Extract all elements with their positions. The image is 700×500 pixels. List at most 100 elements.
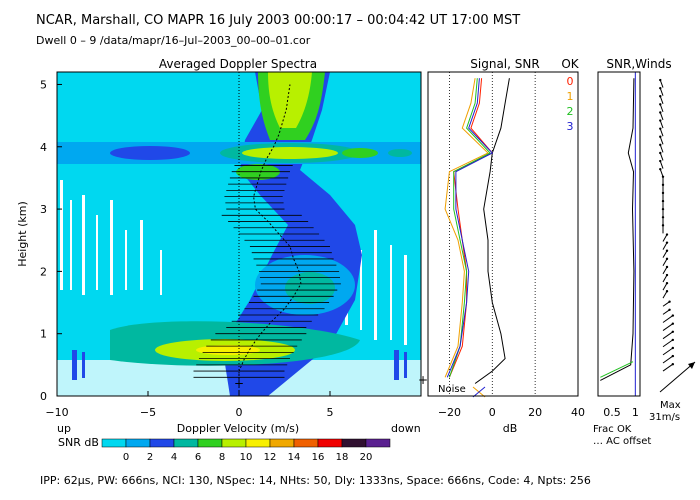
spectra-down-label: down [391, 422, 421, 435]
winds-max-label: Max [660, 400, 681, 411]
ok-title: OK [561, 57, 579, 71]
colorbar-swatch [269, 438, 295, 448]
max-wind-arrow-head [688, 362, 695, 369]
mid-layer-core [285, 272, 335, 304]
streak [160, 250, 162, 295]
y-tick-label: 4 [40, 141, 47, 154]
wind-arrow [662, 315, 674, 323]
colorbar-tick-label: 16 [312, 452, 325, 463]
wind-arrow-head [659, 143, 662, 147]
ok-labels: 0 1 2 3 [567, 75, 574, 133]
colorbar-swatch [125, 438, 151, 448]
colorbar-tick-label: 20 [360, 452, 373, 463]
winds-title: SNR,Winds [606, 57, 671, 71]
spike [404, 352, 407, 378]
wind-arrow-head [661, 216, 665, 219]
wind-arrow-head [668, 300, 671, 303]
wind-arrow [662, 266, 668, 275]
signal-tick-label: 0 [489, 406, 496, 419]
signal-series-line [448, 78, 494, 378]
wind-arrow [659, 120, 664, 129]
streak [390, 245, 392, 340]
streak [82, 195, 85, 295]
header-title: NCAR, Marshall, CO MAPR 16 July 2003 00:… [36, 13, 520, 28]
wind-arrow-head [659, 78, 662, 82]
signal-tick-label: 40 [571, 406, 585, 419]
colorbar-swatch [221, 438, 247, 448]
wind-arrow-head [665, 257, 669, 261]
wind-arrow-head [671, 338, 675, 342]
ok-label: 1 [567, 90, 574, 103]
wind-arrow-head [659, 86, 662, 90]
band-blob [388, 149, 412, 157]
y-tick-label: 1 [40, 328, 47, 341]
noise-label: Noise [438, 384, 466, 395]
y-tick-label: 2 [40, 265, 47, 278]
noise-marker [472, 386, 486, 398]
colorbar-tick-label: 2 [147, 452, 153, 463]
signal-title: Signal, SNR [470, 57, 539, 71]
wind-arrow [659, 160, 664, 169]
colorbar-swatch [197, 438, 223, 448]
colorbar-tick-label: 10 [240, 452, 253, 463]
winds-frame [597, 71, 641, 397]
wind-arrow-head [659, 127, 662, 130]
colorbar-label: SNR dB [58, 436, 99, 449]
signal-tick-label: 20 [528, 406, 542, 419]
y-tick-label: 3 [40, 203, 47, 216]
spectra-up-label: up [57, 422, 71, 435]
band-blob [110, 146, 190, 160]
colorbar: 0 2 4 6 8 10 12 14 16 18 20 [101, 438, 391, 463]
ok-label: 3 [567, 120, 574, 133]
colorbar-swatch [149, 438, 175, 448]
wind-arrow-head [661, 183, 665, 187]
colorbar-tick-label: 0 [123, 452, 129, 463]
wind-arrow-head [671, 322, 675, 325]
wind-arrow-head [665, 273, 669, 277]
x-tick-label: 5 [327, 406, 334, 419]
wind-arrow [662, 347, 674, 356]
wind-arrow [659, 96, 664, 104]
wind-arrow-head [671, 354, 675, 358]
wind-arrow-head [659, 103, 662, 106]
colorbar-swatch [341, 438, 367, 448]
wind-arrow-head [661, 191, 665, 195]
y-tick-label: 0 [40, 390, 47, 403]
wind-arrow [662, 301, 670, 307]
wind-arrow [662, 274, 668, 283]
surface-marker: + [418, 373, 428, 387]
wind-arrow-head [659, 119, 662, 122]
streak [96, 215, 98, 290]
colorbar-tick-label: 18 [336, 452, 349, 463]
streak [360, 250, 362, 330]
streak [110, 200, 113, 295]
wind-arrow [659, 87, 664, 96]
winds-xlabel-ac: … AC offset [593, 436, 651, 447]
wind-arrow [662, 331, 674, 340]
wind-arrow-head [659, 95, 662, 98]
spike [82, 352, 85, 378]
bright-band-blobs [110, 143, 412, 163]
wind-arrow-head [659, 159, 662, 163]
wind-arrow [659, 79, 664, 88]
band-blob [342, 148, 378, 158]
wind-arrow [659, 152, 664, 161]
wind-arrow-head [665, 290, 669, 293]
wind-arrow [662, 234, 668, 242]
max-wind-arrow [659, 361, 696, 393]
colorbar-swatch [101, 438, 127, 448]
ok-label: 2 [567, 105, 574, 118]
wind-arrow-head [661, 199, 665, 203]
wind-arrow-head [659, 111, 662, 114]
surface-marker: + [234, 377, 244, 391]
signal-series-line [444, 78, 489, 378]
streak [374, 230, 377, 340]
winds-tick-label: 0.5 [603, 406, 621, 419]
wind-arrow [659, 112, 664, 121]
colorbar-tick-label: 4 [171, 452, 177, 463]
wind-arrow [662, 258, 668, 267]
spectra-xlabel: Doppler Velocity (m/s) [177, 422, 299, 435]
wind-arrow-head [665, 265, 669, 269]
wind-arrow-head [659, 167, 662, 171]
top-plume-core [268, 72, 312, 128]
